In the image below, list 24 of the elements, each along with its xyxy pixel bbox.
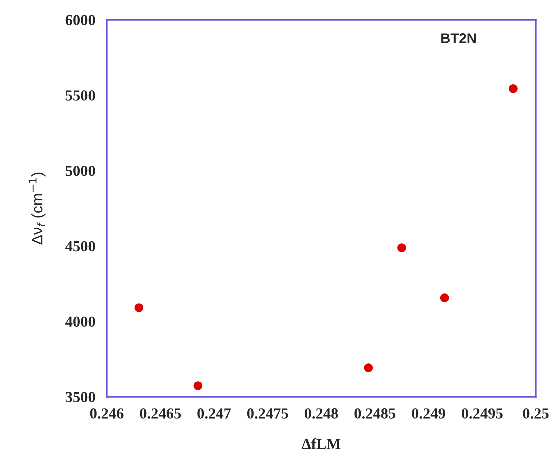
point (509, 84, 518, 94)
x-tick-label: 0.246 (90, 408, 124, 419)
y-tick-label: 6000 (66, 15, 96, 26)
y-tick-label: 5500 (66, 90, 96, 101)
y-axis-title: Δν$_{f}$ (cm$^{−1}$) (28, 172, 46, 245)
y-tick-label: 4000 (66, 316, 96, 328)
x-tick-label: 0.2495 (462, 408, 503, 419)
x-tick-label: 0.247 (198, 408, 232, 419)
x-tick-label: 0.2465 (140, 408, 182, 419)
y-tick-label: 3500 (66, 392, 96, 402)
y-tick-label: 5000 (66, 166, 96, 176)
point (134, 304, 144, 312)
x-tick-label: 0.25 (523, 408, 549, 419)
x-axis-title: ΔfLM (302, 438, 341, 450)
annotation: BT2N (442, 34, 476, 44)
point (440, 294, 450, 302)
point (364, 364, 374, 372)
y-tick-label: 4500 (66, 241, 96, 252)
point (398, 244, 406, 252)
x-tick-label: 0.2475 (247, 408, 288, 419)
point (194, 382, 203, 390)
x-tick-label: 0.248 (304, 408, 338, 419)
x-tick-label: 0.249 (412, 408, 446, 419)
x-tick-label: 0.2485 (354, 408, 396, 419)
